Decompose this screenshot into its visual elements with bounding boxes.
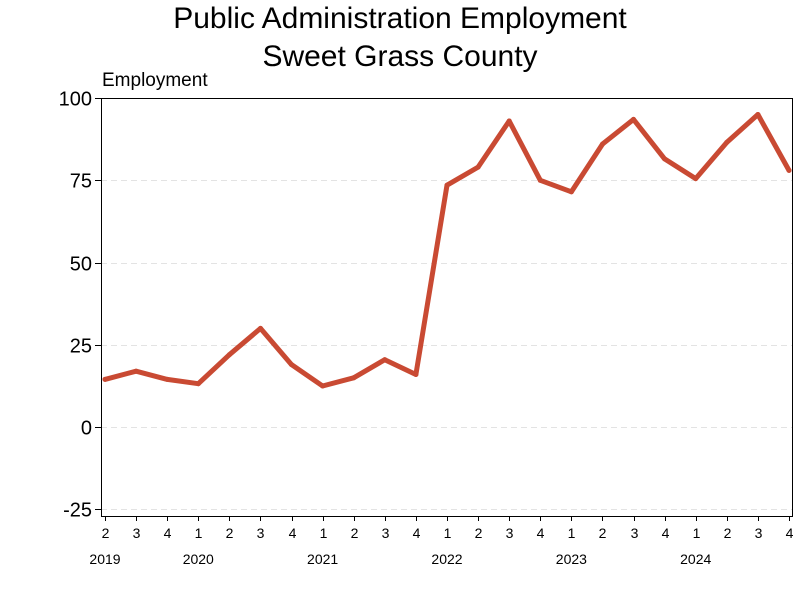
y-tick-label: 75 xyxy=(70,171,92,193)
x-quarter-label: 3 xyxy=(506,525,514,541)
data-point xyxy=(693,176,699,182)
data-point xyxy=(724,139,730,145)
data-point xyxy=(755,112,761,117)
x-quarter-label: 3 xyxy=(257,525,265,541)
x-quarter-label: 4 xyxy=(662,525,670,541)
chart-title-line-1: Public Administration Employment xyxy=(173,2,627,35)
data-point xyxy=(289,362,294,368)
data-point xyxy=(786,167,792,173)
data-point xyxy=(662,156,668,162)
x-year-label: 2022 xyxy=(431,551,462,567)
data-point xyxy=(631,116,636,122)
series-group xyxy=(102,112,792,389)
x-quarter-label: 4 xyxy=(413,525,421,541)
data-point xyxy=(102,376,108,382)
x-year-label: 2019 xyxy=(89,551,120,567)
data-point xyxy=(475,164,481,170)
x-quarter-label: 1 xyxy=(195,525,203,541)
data-point xyxy=(568,189,574,195)
data-point xyxy=(226,352,232,358)
data-point xyxy=(382,357,388,363)
data-point xyxy=(320,383,326,389)
grid-lines xyxy=(101,180,792,510)
data-point xyxy=(133,368,139,374)
x-quarter-label: 4 xyxy=(164,525,172,541)
y-tick-label: 25 xyxy=(70,336,92,358)
data-point xyxy=(195,381,201,387)
x-quarter-label: 1 xyxy=(568,525,576,541)
chart-title-line-2: Sweet Grass County xyxy=(262,40,538,73)
x-quarter-label: 1 xyxy=(444,525,452,541)
data-point xyxy=(600,141,605,147)
data-point xyxy=(164,376,170,382)
x-year-label: 2021 xyxy=(307,551,338,567)
x-quarter-label: 4 xyxy=(537,525,545,541)
x-quarter-label: 2 xyxy=(599,525,607,541)
x-quarter-label: 2 xyxy=(724,525,732,541)
y-axis-title: Employment xyxy=(102,70,208,91)
x-quarter-label: 2 xyxy=(351,525,359,541)
y-tick-label: -25 xyxy=(63,500,92,522)
x-quarter-label: 3 xyxy=(755,525,763,541)
x-quarter-label: 4 xyxy=(289,525,297,541)
data-point xyxy=(413,372,419,377)
y-tick-label: 0 xyxy=(81,418,92,440)
data-point xyxy=(444,182,450,188)
x-year-label: 2024 xyxy=(680,551,711,567)
data-point xyxy=(351,375,357,381)
y-axis: -25 0 25 50 75 100 xyxy=(59,89,101,522)
x-quarter-label: 3 xyxy=(382,525,390,541)
x-quarter-label: 2 xyxy=(226,525,234,541)
x-axis: 2 3 4 1 2 3 4 1 2 3 4 1 2 3 4 1 2 3 4 1 2 3 4 2019 2020 2021 2022 2… xyxy=(89,516,794,567)
x-quarter-label: 3 xyxy=(133,525,141,541)
plot-frame xyxy=(101,98,793,517)
y-tick-label: 100 xyxy=(59,89,92,111)
chart-title: Public Administration Employment Sweet G… xyxy=(0,0,800,76)
x-year-label: 2020 xyxy=(183,551,214,567)
x-quarter-label: 1 xyxy=(693,525,701,541)
x-year-label: 2023 xyxy=(556,551,587,567)
x-quarter-label: 3 xyxy=(631,525,639,541)
data-point xyxy=(258,325,263,331)
data-point xyxy=(537,177,543,183)
x-quarter-label: 1 xyxy=(320,525,328,541)
x-quarter-label: 4 xyxy=(786,525,794,541)
y-tick-label: 50 xyxy=(70,254,92,276)
x-quarter-label: 2 xyxy=(102,525,110,541)
data-point xyxy=(506,118,512,124)
x-quarter-label: 2 xyxy=(475,525,483,541)
